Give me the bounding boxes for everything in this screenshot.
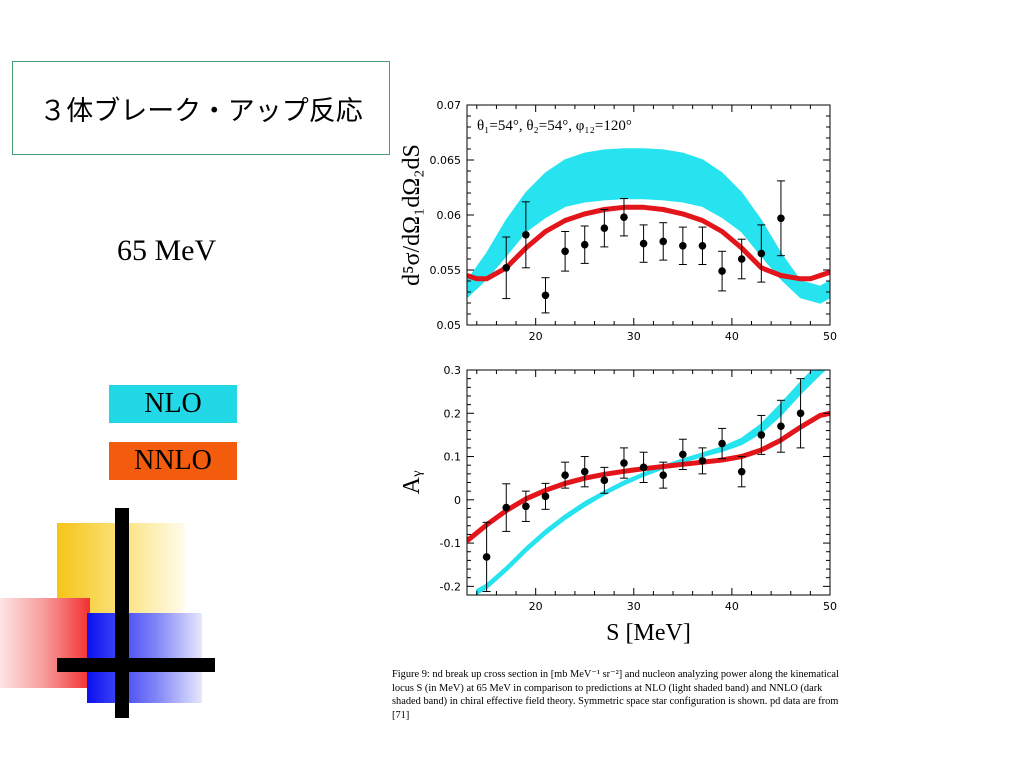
slide-title: ３体ブレーク・アップ反応 [39, 95, 363, 127]
decorative-blocks [0, 508, 215, 718]
data-point [620, 213, 628, 221]
analyzing-power-chart: 20 30 40 50 -0.2 -0.1 0 0.1 0.2 0.3 Aᵧ S [MeV] [399, 364, 837, 646]
deco-horizontal-bar [57, 658, 215, 672]
x-tick-label: 50 [823, 330, 837, 343]
x-axis-label: S [MeV] [606, 620, 691, 646]
nlo-band [467, 148, 830, 304]
data-point [482, 553, 491, 561]
data-point [659, 237, 668, 246]
x-tick-label: 50 [823, 600, 837, 613]
data-point [522, 231, 530, 239]
data-point [580, 467, 589, 476]
y-tick-label: 0.055 [430, 264, 462, 277]
nnlo-line [467, 410, 830, 543]
x-tick-label: 30 [627, 330, 641, 343]
legend-nlo: NLO [109, 385, 237, 423]
data-point [718, 267, 726, 275]
y-tick-label: 0.065 [430, 154, 462, 167]
physics-chart-figure: 20 30 40 50 0.05 0.055 0.06 0.065 0.07 d⁵σ/dΩ₁dΩ₂… [399, 99, 837, 646]
deco-red-block [0, 598, 90, 688]
x-tick-label: 40 [725, 330, 739, 343]
data-point [620, 459, 628, 467]
nlo-band [476, 370, 827, 595]
y-axis-label: Aᵧ [399, 470, 425, 494]
data-point [777, 214, 785, 223]
figure-caption: Figure 9: nd break up cross section in [… [392, 669, 839, 721]
x-tick-label: 30 [627, 600, 641, 613]
data-point [777, 422, 785, 431]
data-point [522, 502, 530, 511]
y-tick-label: 0.07 [437, 99, 462, 112]
legend-nnlo: NNLO [109, 442, 237, 480]
plot-frame [466, 369, 831, 596]
x-tick-label: 40 [725, 600, 739, 613]
data-point [757, 249, 766, 258]
nnlo-line [467, 204, 830, 282]
data-point [541, 492, 550, 501]
data-point [561, 247, 569, 256]
y-tick-label: 0.3 [444, 364, 462, 377]
data-point [718, 439, 726, 448]
y-tick-label: -0.1 [440, 537, 461, 550]
y-tick-label: 0.06 [437, 209, 462, 222]
x-tick-label: 20 [529, 600, 543, 613]
data-point [796, 409, 805, 418]
data-point [659, 471, 668, 479]
angle-annotation: θ₁=54°, θ₂=54°, φ₁₂=120° [477, 118, 632, 134]
energy-label: 65 MeV [117, 234, 217, 267]
data-point [679, 450, 687, 459]
data-point [502, 503, 511, 512]
data-point [698, 457, 707, 465]
y-tick-label: 0.05 [437, 319, 462, 332]
data-point [757, 431, 766, 439]
data-point [639, 463, 648, 472]
y-axis-label: d⁵σ/dΩ₁dΩ₂dS [399, 144, 425, 286]
y-tick-label: 0.1 [444, 451, 462, 464]
x-tick-label: 20 [529, 330, 543, 343]
data-point [639, 239, 648, 248]
data-point [580, 240, 589, 249]
data-point [600, 224, 609, 232]
data-point [561, 471, 569, 479]
deco-vertical-bar [115, 508, 129, 718]
y-tick-label: 0.2 [444, 407, 462, 420]
data-point [679, 242, 687, 250]
data-point [698, 242, 707, 250]
data-point [502, 264, 511, 272]
plot-area [467, 148, 830, 314]
data-point [600, 476, 609, 485]
data-point [737, 467, 746, 476]
data-point [737, 255, 746, 263]
y-tick-label: 0 [454, 494, 461, 507]
plot-area [467, 370, 830, 595]
slide-title-box: ３体ブレーク・アップ反応 [12, 61, 390, 155]
data-point [541, 291, 550, 300]
cross-section-chart: 20 30 40 50 0.05 0.055 0.06 0.065 0.07 d⁵σ/dΩ₁dΩ₂… [399, 99, 837, 343]
y-tick-label: -0.2 [440, 580, 461, 593]
